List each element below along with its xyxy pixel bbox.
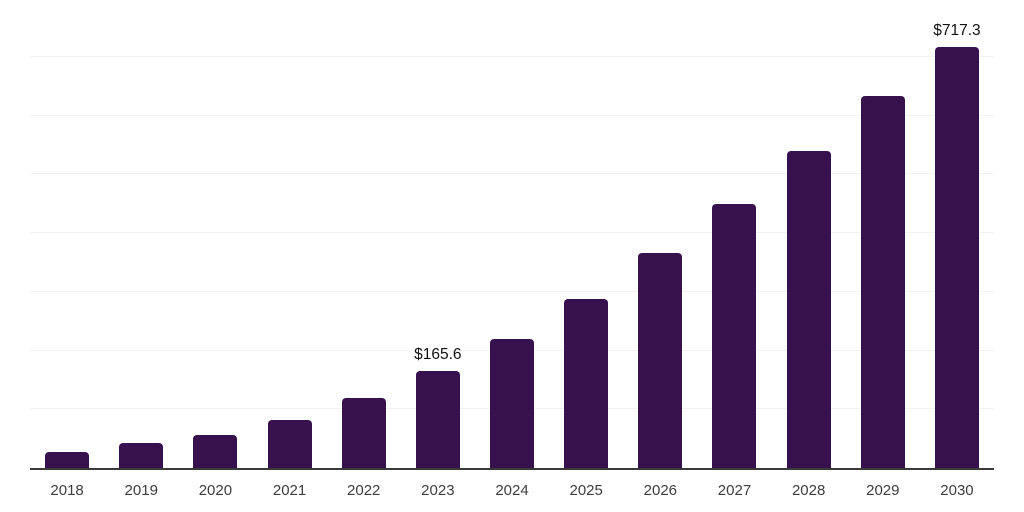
x-axis-label-2030: 2030 xyxy=(940,482,974,499)
bar-2019 xyxy=(119,442,164,468)
bar-slot-2018 xyxy=(30,0,104,468)
gridline-400 xyxy=(30,232,994,233)
bar-2026 xyxy=(638,253,683,468)
x-axis-label-2023: 2023 xyxy=(421,482,455,499)
gridline-700 xyxy=(30,55,994,57)
x-axis-label-2020: 2020 xyxy=(198,482,233,499)
gridline-500 xyxy=(30,173,994,175)
bar-slot-2021 xyxy=(252,0,326,468)
x-axis-label-2024: 2024 xyxy=(495,482,529,499)
bar-slot-2023: $165.6 xyxy=(401,0,475,468)
x-axis-label-2029: 2029 xyxy=(866,482,900,499)
x-axis-label-2025: 2025 xyxy=(569,482,603,499)
bar-value-label-2023: $165.6 xyxy=(414,345,462,363)
x-axis-label-2026: 2026 xyxy=(643,482,678,499)
bar-slot-2029 xyxy=(846,0,920,468)
bar-value-label-2030: $717.3 xyxy=(933,21,981,39)
bar-2020 xyxy=(193,435,238,468)
bar-slot-2027 xyxy=(697,0,771,468)
gridline-300 xyxy=(30,290,994,292)
bar-slot-2019 xyxy=(104,0,178,468)
bar-2028 xyxy=(786,150,831,468)
x-axis-label-2022: 2022 xyxy=(347,482,381,499)
x-axis-label-2021: 2021 xyxy=(272,482,307,499)
bar-2018 xyxy=(45,451,90,468)
bar-2023 xyxy=(415,370,460,468)
bar-slot-2026 xyxy=(623,0,697,468)
bar-slot-2030: $717.3 xyxy=(920,0,994,468)
x-axis-label-2028: 2028 xyxy=(791,482,826,499)
gridline-600 xyxy=(30,114,994,116)
bars-row: $165.6 $717.3 xyxy=(30,0,994,468)
bar-slot-2028 xyxy=(772,0,846,468)
bar-2024 xyxy=(490,338,535,468)
plot-area: $165.6 $717.3 xyxy=(30,0,994,470)
x-axis-label-2019: 2019 xyxy=(124,482,158,499)
bar-slot-2020 xyxy=(178,0,252,468)
x-axis-label-2027: 2027 xyxy=(717,482,752,499)
bar-2022 xyxy=(341,397,386,468)
bar-2030 xyxy=(934,46,979,468)
bar-slot-2022 xyxy=(327,0,401,468)
bar-slot-2025 xyxy=(549,0,623,468)
x-axis-label-2018: 2018 xyxy=(50,482,84,499)
x-axis: 2018 2019 2020 2021 2022 2023 2024 2025 2026 2027… xyxy=(30,482,994,499)
bar-2025 xyxy=(564,299,609,468)
bar-slot-2024 xyxy=(475,0,549,468)
bar-2021 xyxy=(267,419,312,468)
bar-2027 xyxy=(712,204,757,468)
bar-2029 xyxy=(860,96,905,468)
